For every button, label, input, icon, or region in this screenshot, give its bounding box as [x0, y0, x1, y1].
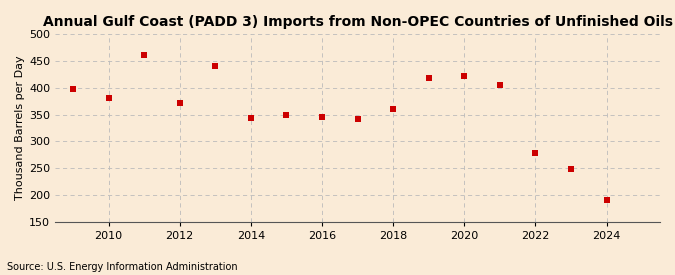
- Point: [459, 74, 470, 78]
- Point: [103, 95, 114, 100]
- Point: [210, 64, 221, 69]
- Point: [317, 115, 327, 119]
- Point: [495, 83, 506, 87]
- Point: [423, 76, 434, 80]
- Point: [530, 150, 541, 155]
- Point: [281, 112, 292, 117]
- Point: [566, 167, 576, 171]
- Point: [387, 107, 398, 111]
- Point: [601, 197, 612, 202]
- Point: [352, 117, 363, 121]
- Point: [138, 53, 149, 57]
- Point: [68, 87, 78, 91]
- Y-axis label: Thousand Barrels per Day: Thousand Barrels per Day: [15, 56, 25, 200]
- Title: Annual Gulf Coast (PADD 3) Imports from Non-OPEC Countries of Unfinished Oils: Annual Gulf Coast (PADD 3) Imports from …: [43, 15, 672, 29]
- Point: [174, 101, 185, 105]
- Text: Source: U.S. Energy Information Administration: Source: U.S. Energy Information Administ…: [7, 262, 238, 272]
- Point: [246, 116, 256, 121]
